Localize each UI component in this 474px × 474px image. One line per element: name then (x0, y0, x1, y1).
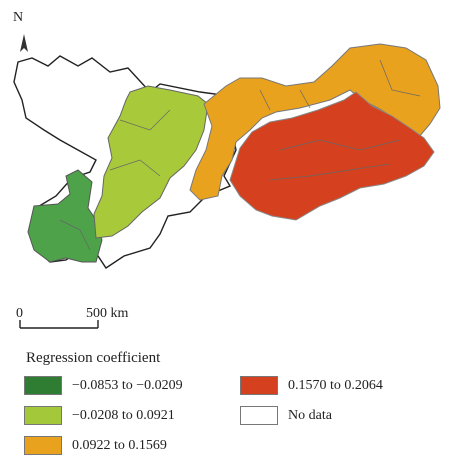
north-arrow-icon (20, 34, 28, 52)
scale-bar (19, 320, 99, 329)
legend-title: Regression coefficient (26, 350, 161, 366)
legend-label: No data (288, 407, 332, 423)
legend-item: −0.0853 to −0.0209 (24, 376, 183, 395)
region-class-4 (229, 91, 435, 221)
scale-zero-label: 0 (16, 306, 23, 321)
legend-item: 0.1570 to 0.2064 (240, 376, 383, 395)
scale-end-label: 500 km (86, 306, 129, 321)
legend-label: −0.0208 to 0.0921 (72, 407, 175, 423)
legend-label: 0.0922 to 0.1569 (72, 437, 167, 453)
legend-item: No data (240, 406, 332, 425)
north-label: N (13, 10, 24, 25)
legend-swatch (24, 406, 62, 425)
legend-item: −0.0208 to 0.0921 (24, 406, 175, 425)
legend-swatch (240, 376, 278, 395)
legend-swatch (24, 376, 62, 395)
region-class-3 (189, 43, 441, 201)
legend-swatch (24, 436, 62, 455)
region-class-1 (27, 169, 103, 263)
legend-swatch (240, 406, 278, 425)
legend-item: 0.0922 to 0.1569 (24, 436, 167, 455)
legend-label: −0.0853 to −0.0209 (72, 377, 183, 393)
region-class-2 (93, 85, 209, 239)
legend-label: 0.1570 to 0.2064 (288, 377, 383, 393)
